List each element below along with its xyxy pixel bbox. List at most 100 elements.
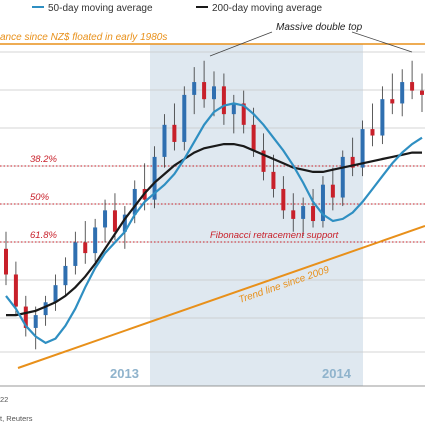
candle-body-down xyxy=(410,82,415,91)
candle-body-up xyxy=(231,103,236,115)
candle-body-down xyxy=(172,124,177,142)
candle-body-down xyxy=(251,124,256,151)
candle-body-down xyxy=(112,210,117,232)
candle xyxy=(4,231,8,286)
candle xyxy=(162,114,167,168)
candle xyxy=(410,60,415,100)
candle xyxy=(390,73,395,115)
candle-body-down xyxy=(291,210,296,219)
candle-body-up xyxy=(360,129,365,168)
candle-body-down xyxy=(83,242,88,254)
candle-body-up xyxy=(43,302,48,316)
candle xyxy=(182,86,187,151)
candle xyxy=(281,176,286,219)
candle xyxy=(231,94,236,134)
candle-body-down xyxy=(4,248,8,275)
candle xyxy=(311,188,316,228)
legend-ma200-label: 200-day moving average xyxy=(212,3,323,14)
candle-body-down xyxy=(370,129,375,136)
candle xyxy=(103,199,108,243)
candle-body-down xyxy=(241,103,246,125)
candle xyxy=(53,274,58,311)
candle xyxy=(172,103,177,151)
candle xyxy=(192,67,197,115)
candle-body-up xyxy=(320,184,325,222)
candle-body-down xyxy=(390,99,395,104)
candle-body-up xyxy=(400,82,405,104)
candle xyxy=(33,306,38,350)
candle-body-down xyxy=(202,82,207,100)
candle xyxy=(301,197,306,236)
candle-body-down xyxy=(221,86,226,115)
candle xyxy=(93,218,98,262)
candle-body-up xyxy=(103,210,108,228)
candle xyxy=(241,90,246,134)
candle-body-up xyxy=(212,86,216,100)
double-top-pointer-left xyxy=(209,31,273,57)
candle xyxy=(43,295,48,326)
double-top-label: Massive double top xyxy=(276,22,363,33)
candle xyxy=(370,103,375,147)
candle-body-up xyxy=(122,214,127,232)
fib-382-label: 38.2% xyxy=(30,154,57,165)
footer-source-fragment: t, Reuters xyxy=(0,414,33,423)
fib-support-label: Fibonacci retracement support xyxy=(210,230,339,241)
candle xyxy=(202,60,207,108)
candle-body-down xyxy=(261,150,266,172)
year-label-2013: 2013 xyxy=(110,366,139,381)
trend-line xyxy=(17,225,425,369)
candle-body-down xyxy=(420,90,424,95)
ma200-line xyxy=(6,143,422,317)
candle-body-down xyxy=(350,156,355,168)
candle-body-up xyxy=(132,188,137,215)
candle-body-up xyxy=(73,242,78,266)
candle xyxy=(13,261,18,316)
legend-ma50-label: 50-day moving average xyxy=(48,3,153,14)
candle-body-down xyxy=(13,274,18,307)
candle-body-up xyxy=(340,156,345,198)
candle-body-up xyxy=(182,94,187,142)
candle xyxy=(320,176,325,228)
candle xyxy=(23,295,28,337)
candle-body-up xyxy=(93,227,98,254)
candle xyxy=(83,221,88,264)
candle xyxy=(122,206,127,249)
legend: 50-day moving average 200-day moving ave… xyxy=(32,3,323,14)
candle xyxy=(291,193,296,232)
candle-body-up xyxy=(63,265,68,286)
candle xyxy=(340,150,345,207)
candle-body-down xyxy=(330,184,335,198)
fib-50-label: 50% xyxy=(30,192,50,203)
candle xyxy=(380,86,385,145)
candle xyxy=(152,146,157,209)
candle xyxy=(420,73,424,112)
candle xyxy=(251,107,256,157)
ma50-line xyxy=(5,102,423,345)
candle-body-up xyxy=(53,285,58,303)
candle-body-up xyxy=(380,99,385,136)
candle xyxy=(221,73,226,125)
high-since-float-label: ance since NZ$ floated in early 1980s xyxy=(0,32,167,43)
candle xyxy=(271,154,276,198)
candle xyxy=(360,120,365,177)
candle xyxy=(212,71,216,117)
candle xyxy=(261,133,266,181)
year-label-2014: 2014 xyxy=(322,366,352,381)
footer-date-fragment: 22 xyxy=(0,395,8,404)
candle xyxy=(73,231,78,275)
candle-body-down xyxy=(311,206,316,222)
candle-body-up xyxy=(33,315,38,328)
fib-618-label: 61.8% xyxy=(30,230,57,241)
candle-body-up xyxy=(192,82,197,95)
candle xyxy=(330,167,335,211)
candle xyxy=(350,137,355,177)
candle xyxy=(63,257,68,296)
candle-body-up xyxy=(162,124,167,157)
candle xyxy=(400,69,405,117)
year-band-2013 xyxy=(150,44,363,386)
candle-body-down xyxy=(281,188,286,211)
candle-body-up xyxy=(152,156,157,200)
candle-body-down xyxy=(271,171,276,189)
candle-body-up xyxy=(301,206,306,219)
